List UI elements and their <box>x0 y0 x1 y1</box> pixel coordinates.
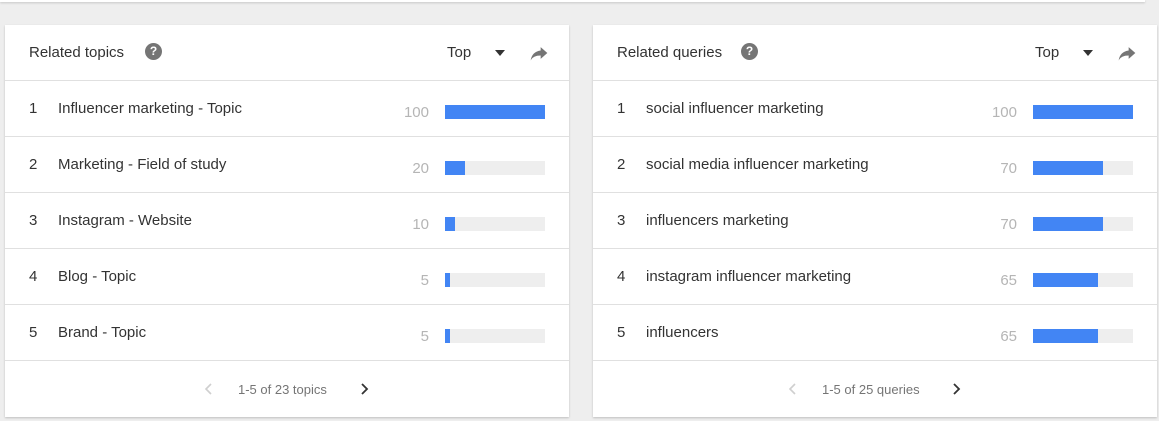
row-rank: 4 <box>617 268 626 285</box>
table-row[interactable]: 2 social media influencer marketing 70 <box>593 137 1157 193</box>
bar-track <box>445 329 545 343</box>
chevron-down-icon <box>1083 50 1093 56</box>
row-label[interactable]: influencers <box>646 324 719 341</box>
bar-track <box>445 273 545 287</box>
help-icon[interactable]: ? <box>145 43 162 60</box>
bar-track <box>1033 217 1133 231</box>
chevron-right-icon[interactable] <box>356 381 372 397</box>
bar-track <box>1033 329 1133 343</box>
row-rank: 2 <box>29 156 38 173</box>
row-value: 70 <box>1000 160 1017 177</box>
row-value: 65 <box>1000 328 1017 345</box>
top-card-edge <box>0 0 1145 2</box>
row-value: 10 <box>412 216 429 233</box>
card-title: Related queries <box>617 44 723 61</box>
row-label[interactable]: Blog - Topic <box>58 268 137 285</box>
card-header: Related queries ? Top <box>593 25 1157 81</box>
row-value: 100 <box>991 104 1017 121</box>
row-rank: 3 <box>617 212 626 229</box>
share-icon[interactable] <box>1117 43 1137 63</box>
table-row[interactable]: 4 Blog - Topic 5 <box>5 249 569 305</box>
table-row[interactable]: 4 instagram influencer marketing 65 <box>593 249 1157 305</box>
row-rank: 4 <box>29 268 38 285</box>
related-topics-card: Related topics ? Top 1 Influencer market… <box>5 25 569 417</box>
row-value: 65 <box>1000 272 1017 289</box>
card-title: Related topics <box>29 44 125 61</box>
bar-fill <box>1033 273 1098 287</box>
card-header: Related topics ? Top <box>5 25 569 81</box>
dropdown-label: Top <box>1035 44 1060 61</box>
table-row[interactable]: 1 Influencer marketing - Topic 100 <box>5 81 569 137</box>
row-label[interactable]: Marketing - Field of study <box>58 156 227 173</box>
row-value: 5 <box>420 272 429 289</box>
pagination: 1-5 of 23 topics <box>5 362 569 417</box>
row-label[interactable]: Instagram - Website <box>58 212 192 229</box>
bar-track <box>445 217 545 231</box>
bar-fill <box>445 105 545 119</box>
row-rank: 2 <box>617 156 626 173</box>
bar-fill <box>445 217 455 231</box>
chevron-left-icon[interactable] <box>201 381 217 397</box>
row-value: 20 <box>412 160 429 177</box>
dropdown-label: Top <box>447 44 472 61</box>
bar-fill <box>1033 217 1103 231</box>
row-rank: 5 <box>617 324 626 341</box>
share-icon[interactable] <box>529 43 549 63</box>
bar-track <box>445 105 545 119</box>
related-queries-card: Related queries ? Top 1 social influence… <box>593 25 1157 417</box>
row-value: 70 <box>1000 216 1017 233</box>
row-label[interactable]: Influencer marketing - Topic <box>58 100 242 117</box>
row-label[interactable]: instagram influencer marketing <box>646 268 852 285</box>
table-row[interactable]: 2 Marketing - Field of study 20 <box>5 137 569 193</box>
bar-fill <box>445 329 450 343</box>
table-row[interactable]: 3 influencers marketing 70 <box>593 193 1157 249</box>
bar-track <box>1033 273 1133 287</box>
chevron-right-icon[interactable] <box>948 381 964 397</box>
table-row[interactable]: 5 influencers 65 <box>593 305 1157 361</box>
row-label[interactable]: social influencer marketing <box>646 100 824 117</box>
bar-fill <box>1033 161 1103 175</box>
bar-track <box>1033 161 1133 175</box>
table-row[interactable]: 5 Brand - Topic 5 <box>5 305 569 361</box>
row-rank: 5 <box>29 324 38 341</box>
bar-track <box>1033 105 1133 119</box>
row-label[interactable]: social media influencer marketing <box>646 156 869 173</box>
row-rank: 1 <box>617 100 626 117</box>
row-label[interactable]: Brand - Topic <box>58 324 147 341</box>
row-value: 100 <box>403 104 429 121</box>
pagination: 1-5 of 25 queries <box>593 362 1157 417</box>
chevron-down-icon <box>495 50 505 56</box>
bar-fill <box>1033 329 1098 343</box>
bar-fill <box>1033 105 1133 119</box>
table-row[interactable]: 3 Instagram - Website 10 <box>5 193 569 249</box>
chevron-left-icon[interactable] <box>785 381 801 397</box>
row-label[interactable]: influencers marketing <box>646 212 789 229</box>
help-icon[interactable]: ? <box>741 43 758 60</box>
bar-fill <box>445 161 465 175</box>
row-rank: 3 <box>29 212 38 229</box>
row-value: 5 <box>420 328 429 345</box>
pagination-label: 1-5 of 23 topics <box>238 382 327 397</box>
row-rank: 1 <box>29 100 38 117</box>
pagination-label: 1-5 of 25 queries <box>822 382 920 397</box>
table-row[interactable]: 1 social influencer marketing 100 <box>593 81 1157 137</box>
bar-track <box>445 161 545 175</box>
bar-fill <box>445 273 450 287</box>
